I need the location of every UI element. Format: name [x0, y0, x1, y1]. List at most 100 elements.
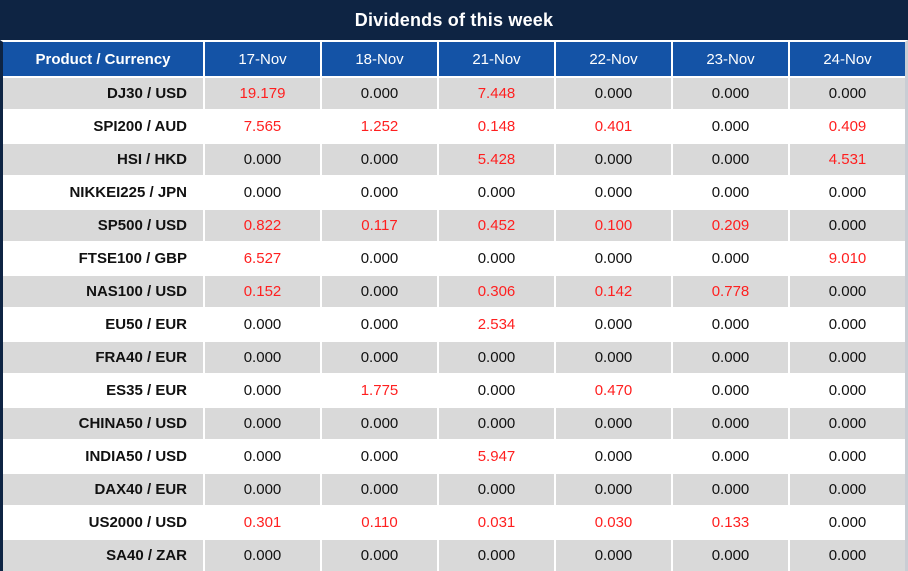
value-cell: 0.000: [439, 375, 554, 406]
value-cell: 9.010: [790, 243, 905, 274]
value-cell: 7.565: [205, 111, 320, 142]
value-cell: 0.000: [322, 309, 437, 340]
value-cell: 0.000: [556, 78, 671, 109]
product-cell: NIKKEI225 / JPN: [3, 177, 203, 208]
column-header-21-nov: 21-Nov: [439, 42, 554, 76]
value-cell: 0.000: [322, 177, 437, 208]
value-cell: 7.448: [439, 78, 554, 109]
value-cell: 0.110: [322, 507, 437, 538]
product-cell: SA40 / ZAR: [3, 540, 203, 571]
value-cell: 0.000: [322, 441, 437, 472]
value-cell: 0.000: [439, 408, 554, 439]
value-cell: 1.252: [322, 111, 437, 142]
product-cell: SP500 / USD: [3, 210, 203, 241]
value-cell: 0.000: [322, 408, 437, 439]
product-cell: DAX40 / EUR: [3, 474, 203, 505]
value-cell: 0.000: [790, 276, 905, 307]
dividends-table: Product / Currency 17-Nov 18-Nov 21-Nov …: [3, 42, 905, 571]
value-cell: 0.000: [790, 540, 905, 571]
value-cell: 0.000: [205, 375, 320, 406]
value-cell: 0.000: [439, 540, 554, 571]
value-cell: 0.409: [790, 111, 905, 142]
value-cell: 0.030: [556, 507, 671, 538]
value-cell: 0.000: [439, 177, 554, 208]
value-cell: 0.000: [439, 243, 554, 274]
product-cell: FRA40 / EUR: [3, 342, 203, 373]
value-cell: 0.000: [322, 540, 437, 571]
value-cell: 0.000: [556, 474, 671, 505]
value-cell: 0.000: [556, 540, 671, 571]
column-header-22-nov: 22-Nov: [556, 42, 671, 76]
value-cell: 0.000: [673, 309, 788, 340]
value-cell: 0.000: [205, 540, 320, 571]
value-cell: 0.000: [205, 474, 320, 505]
value-cell: 0.000: [556, 177, 671, 208]
value-cell: 0.133: [673, 507, 788, 538]
value-cell: 0.000: [673, 78, 788, 109]
value-cell: 6.527: [205, 243, 320, 274]
value-cell: 0.000: [790, 342, 905, 373]
product-cell: HSI / HKD: [3, 144, 203, 175]
value-cell: 0.000: [205, 342, 320, 373]
value-cell: 0.000: [205, 177, 320, 208]
product-cell: DJ30 / USD: [3, 78, 203, 109]
value-cell: 0.000: [439, 474, 554, 505]
value-cell: 0.000: [790, 177, 905, 208]
value-cell: 0.000: [790, 474, 905, 505]
value-cell: 0.778: [673, 276, 788, 307]
value-cell: 0.100: [556, 210, 671, 241]
column-header-18-nov: 18-Nov: [322, 42, 437, 76]
value-cell: 0.000: [673, 111, 788, 142]
value-cell: 0.000: [556, 243, 671, 274]
value-cell: 0.000: [673, 177, 788, 208]
product-cell: EU50 / EUR: [3, 309, 203, 340]
value-cell: 0.000: [673, 144, 788, 175]
value-cell: 0.000: [322, 243, 437, 274]
value-cell: 0.000: [673, 375, 788, 406]
value-cell: 0.000: [790, 507, 905, 538]
product-cell: ES35 / EUR: [3, 375, 203, 406]
value-cell: 0.000: [673, 243, 788, 274]
table-wrap: Product / Currency 17-Nov 18-Nov 21-Nov …: [0, 40, 908, 571]
value-cell: 0.000: [556, 144, 671, 175]
page-title: Dividends of this week: [0, 0, 908, 40]
value-cell: 0.822: [205, 210, 320, 241]
column-header-23-nov: 23-Nov: [673, 42, 788, 76]
value-cell: 0.000: [205, 309, 320, 340]
column-header-product-currency: Product / Currency: [3, 42, 203, 76]
value-cell: 0.301: [205, 507, 320, 538]
product-cell: INDIA50 / USD: [3, 441, 203, 472]
value-cell: 5.947: [439, 441, 554, 472]
value-cell: 2.534: [439, 309, 554, 340]
value-cell: 0.152: [205, 276, 320, 307]
value-cell: 0.000: [322, 276, 437, 307]
value-cell: 0.470: [556, 375, 671, 406]
product-cell: NAS100 / USD: [3, 276, 203, 307]
value-cell: 0.000: [790, 78, 905, 109]
product-cell: FTSE100 / GBP: [3, 243, 203, 274]
value-cell: 0.000: [322, 474, 437, 505]
value-cell: 0.209: [673, 210, 788, 241]
value-cell: 0.401: [556, 111, 671, 142]
value-cell: 0.031: [439, 507, 554, 538]
value-cell: 0.148: [439, 111, 554, 142]
value-cell: 0.000: [790, 210, 905, 241]
value-cell: 5.428: [439, 144, 554, 175]
value-cell: 0.000: [673, 474, 788, 505]
value-cell: 0.452: [439, 210, 554, 241]
value-cell: 0.000: [673, 408, 788, 439]
value-cell: 0.000: [322, 78, 437, 109]
value-cell: 0.000: [556, 408, 671, 439]
value-cell: 1.775: [322, 375, 437, 406]
value-cell: 0.000: [790, 375, 905, 406]
value-cell: 0.000: [205, 441, 320, 472]
product-cell: SPI200 / AUD: [3, 111, 203, 142]
value-cell: 0.000: [439, 342, 554, 373]
value-cell: 0.000: [556, 441, 671, 472]
value-cell: 0.000: [205, 144, 320, 175]
column-header-24-nov: 24-Nov: [790, 42, 905, 76]
column-header-17-nov: 17-Nov: [205, 42, 320, 76]
value-cell: 0.000: [790, 408, 905, 439]
value-cell: 0.000: [673, 441, 788, 472]
